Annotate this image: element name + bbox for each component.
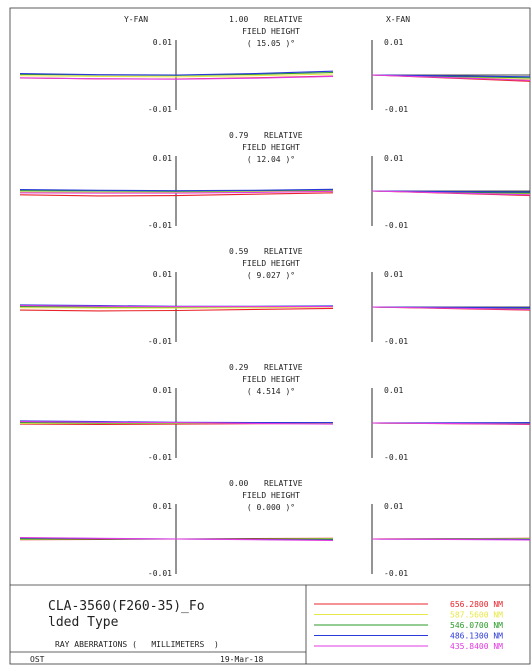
plot-frame bbox=[9, 7, 531, 665]
field-height-label: FIELD HEIGHT bbox=[242, 143, 300, 152]
y-fan-curve-435 bbox=[19, 305, 333, 308]
legend-label-3: 486.1300 NM bbox=[450, 632, 503, 641]
x-fan-curve-486 bbox=[371, 74, 531, 78]
field-relative-value: 0.29 bbox=[229, 363, 248, 372]
field-relative-label: RELATIVE bbox=[264, 131, 303, 140]
design-name-line2: lded Type bbox=[48, 615, 119, 630]
y-fan-curve-656 bbox=[19, 192, 334, 197]
field-height-label: FIELD HEIGHT bbox=[242, 375, 300, 384]
x-fan-header: X-FAN bbox=[386, 15, 410, 24]
x-fan-tick-bottom: -0.01 bbox=[384, 453, 408, 462]
x-fan-curve-435 bbox=[371, 190, 531, 196]
y-fan-curve-587 bbox=[19, 73, 334, 78]
field-relative-value: 0.59 bbox=[229, 247, 248, 256]
field-height-label: FIELD HEIGHT bbox=[242, 491, 300, 500]
field-relative-label: RELATIVE bbox=[264, 479, 303, 488]
x-fan-tick-top: 0.01 bbox=[384, 38, 403, 47]
y-fan-curve-656 bbox=[19, 307, 334, 312]
y-fan-tick-bottom: -0.01 bbox=[148, 453, 172, 462]
legend-label-2: 546.0700 NM bbox=[450, 621, 503, 630]
x-fan-tick-bottom: -0.01 bbox=[384, 105, 408, 114]
footer-date: 19-Mar-18 bbox=[220, 655, 264, 664]
field-relative-label: RELATIVE bbox=[264, 15, 303, 24]
y-fan-curve-486 bbox=[19, 70, 334, 76]
y-fan-tick-bottom: -0.01 bbox=[148, 221, 172, 230]
y-fan-curve-435 bbox=[19, 190, 334, 194]
x-fan-curve-435 bbox=[371, 306, 531, 310]
field-relative-label: RELATIVE bbox=[264, 247, 303, 256]
y-fan-curve-435 bbox=[19, 75, 334, 80]
x-fan-tick-bottom: -0.01 bbox=[384, 337, 408, 346]
field-height-label: FIELD HEIGHT bbox=[242, 259, 300, 268]
plot-subtitle: RAY ABERRATIONS ( MILLIMETERS ) bbox=[55, 640, 219, 649]
x-fan-tick-top: 0.01 bbox=[384, 502, 403, 511]
y-fan-curve-435 bbox=[19, 537, 334, 541]
field-angle: ( 4.514 )° bbox=[247, 387, 295, 396]
y-fan-tick-bottom: -0.01 bbox=[148, 105, 172, 114]
y-fan-curve-435 bbox=[19, 421, 334, 425]
legend-label-0: 656.2800 NM bbox=[450, 600, 503, 609]
design-name-line1: CLA-3560(F260-35)_Fo bbox=[48, 599, 205, 614]
x-fan-curve-435 bbox=[371, 74, 531, 81]
field-angle: ( 9.027 )° bbox=[247, 271, 295, 280]
field-height-label: FIELD HEIGHT bbox=[242, 27, 300, 36]
field-angle: ( 15.05 )° bbox=[247, 39, 295, 48]
field-angle: ( 0.000 )° bbox=[247, 503, 295, 512]
y-fan-header: Y-FAN bbox=[124, 15, 148, 24]
field-relative-value: 0.00 bbox=[229, 479, 248, 488]
y-fan-tick-top: 0.01 bbox=[153, 386, 172, 395]
y-fan-tick-top: 0.01 bbox=[153, 502, 172, 511]
field-relative-value: 0.79 bbox=[229, 131, 248, 140]
x-fan-tick-top: 0.01 bbox=[384, 386, 403, 395]
x-fan-curve-435 bbox=[371, 538, 531, 541]
y-fan-tick-bottom: -0.01 bbox=[148, 337, 172, 346]
y-fan-curve-486 bbox=[19, 188, 334, 192]
x-fan-tick-top: 0.01 bbox=[384, 270, 403, 279]
y-fan-tick-top: 0.01 bbox=[153, 270, 172, 279]
legend-label-4: 435.8400 NM bbox=[450, 642, 503, 651]
y-fan-tick-top: 0.01 bbox=[153, 154, 172, 163]
y-fan-curve-587 bbox=[19, 190, 334, 193]
footer-tag: OST bbox=[30, 655, 45, 664]
x-fan-curve-435 bbox=[371, 422, 531, 425]
field-relative-label: RELATIVE bbox=[264, 363, 303, 372]
y-fan-tick-bottom: -0.01 bbox=[148, 569, 172, 578]
y-fan-curve-587 bbox=[19, 306, 334, 309]
y-fan-tick-top: 0.01 bbox=[153, 38, 172, 47]
legend-label-1: 587.5600 NM bbox=[450, 611, 503, 620]
field-angle: ( 12.04 )° bbox=[247, 155, 295, 164]
field-relative-value: 1.00 bbox=[229, 15, 248, 24]
x-fan-tick-top: 0.01 bbox=[384, 154, 403, 163]
panels: Y-FAN X-FAN 1.00 RELATIVE FIELD HEIGHT ( 15.0… bbox=[19, 15, 531, 578]
x-fan-tick-bottom: -0.01 bbox=[384, 221, 408, 230]
x-fan-tick-bottom: -0.01 bbox=[384, 569, 408, 578]
